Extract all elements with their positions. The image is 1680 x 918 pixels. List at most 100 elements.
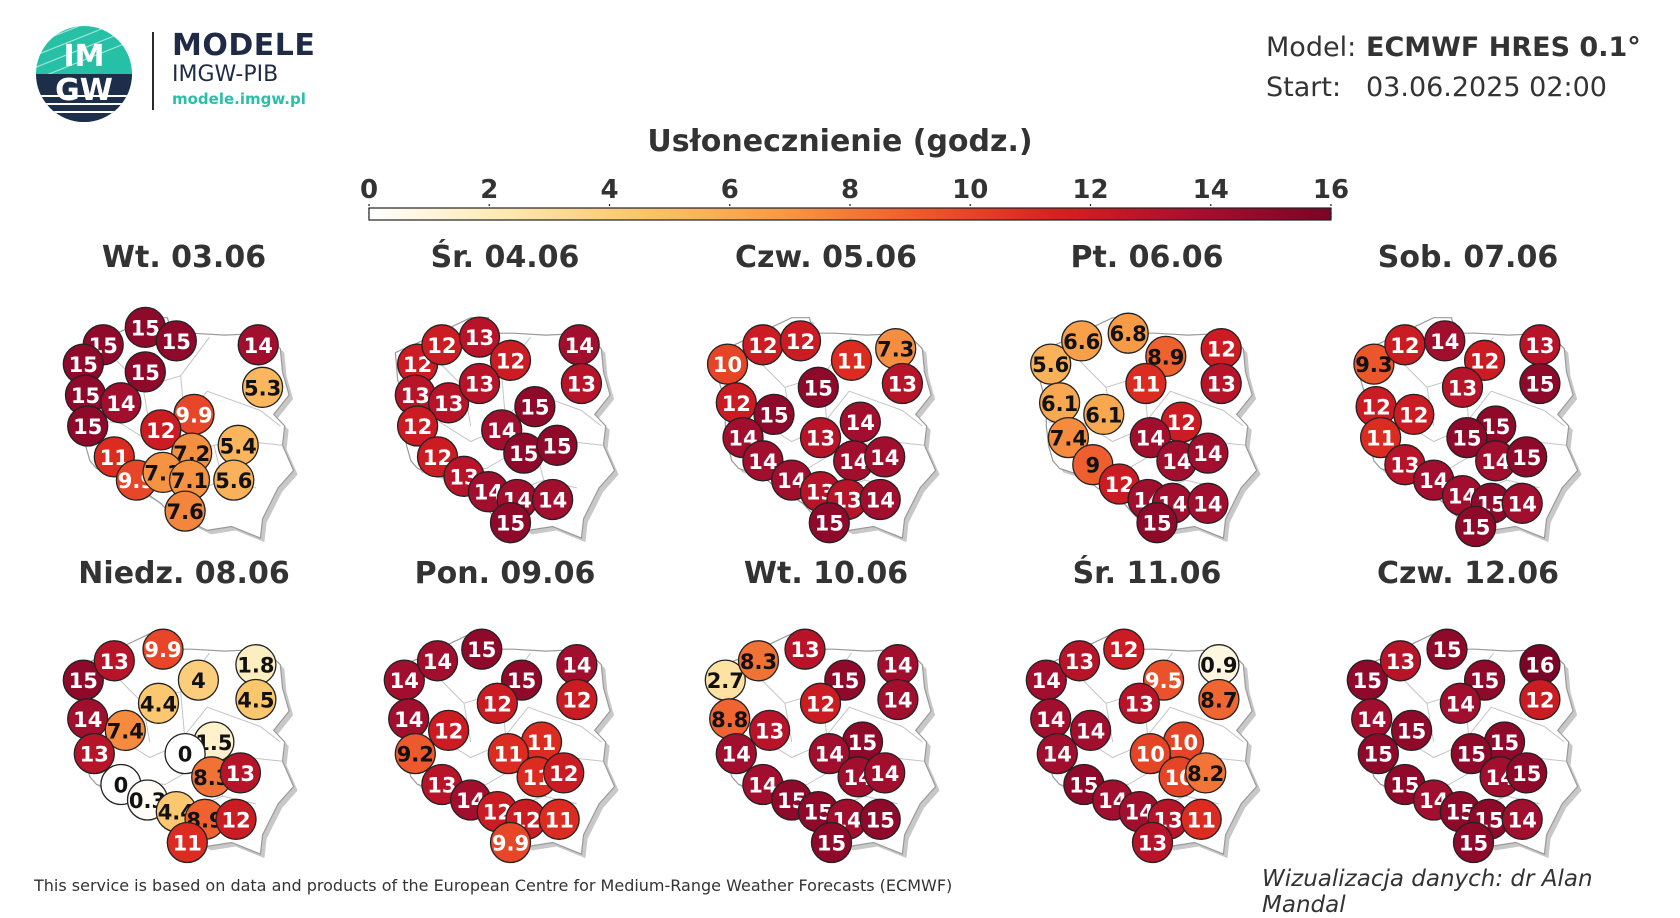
sunshine-marker: 15	[67, 405, 109, 447]
sunshine-marker-value: 15	[1142, 512, 1171, 536]
sunshine-marker-value: 15	[162, 330, 191, 354]
footer-attribution: This service is based on data and produc…	[34, 876, 953, 895]
brand-url[interactable]: modele.imgw.pl	[172, 90, 306, 108]
sunshine-marker-value: 12	[403, 415, 432, 439]
sunshine-marker-circle	[830, 339, 873, 381]
sunshine-marker-value: 15	[1461, 516, 1490, 540]
sunshine-marker: 13	[881, 362, 924, 405]
sunshine-marker-circle	[458, 316, 501, 358]
sunshine-marker: 12	[215, 798, 257, 840]
sunshine-marker-value: 14	[1036, 708, 1065, 732]
sunshine-marker: 13	[799, 416, 842, 459]
sunshine-marker: 4	[177, 659, 220, 701]
sunshine-marker-circle	[1187, 432, 1229, 474]
sunshine-marker-circle	[1424, 320, 1466, 362]
sunshine-marker: 14	[859, 478, 901, 521]
sunshine-marker-value: 15	[1459, 832, 1488, 856]
sunshine-marker: 11	[487, 732, 529, 775]
sunshine-marker-circle	[1107, 312, 1149, 354]
sunshine-marker-value: 15	[1452, 427, 1481, 451]
sunshine-marker: 8.2	[1185, 752, 1227, 794]
sunshine-marker-value: 6.8	[1110, 322, 1147, 346]
sunshine-marker-circle	[427, 709, 470, 752]
sunshine-marker-circle	[1357, 732, 1399, 775]
sunshine-marker-value: 12	[1525, 689, 1554, 713]
sunshine-marker-circle	[1441, 366, 1484, 408]
sunshine-marker-value: 14	[1357, 708, 1386, 732]
sunshine-marker-value: 12	[786, 330, 815, 354]
sunshine-marker-value: 0.9	[1200, 654, 1237, 678]
sunshine-marker-value: 14	[883, 654, 912, 678]
sunshine-marker-circle	[142, 628, 184, 670]
sunshine-marker-circle	[1118, 682, 1160, 724]
sunshine-marker-circle	[715, 732, 757, 775]
sunshine-marker: 8.8	[709, 698, 751, 740]
sunshine-marker: 5.6	[1030, 343, 1072, 385]
sunshine-marker-circle	[1446, 416, 1488, 459]
colorbar-tick-label: 10	[952, 175, 988, 205]
sunshine-marker-value: 12	[549, 762, 578, 786]
sunshine-marker-value: 14	[538, 489, 567, 513]
sunshine-marker-circle	[1519, 362, 1561, 405]
sunshine-marker-circle	[1136, 502, 1178, 544]
sunshine-marker: 12	[1355, 386, 1397, 428]
sunshine-marker-circle	[1129, 732, 1171, 775]
sunshine-marker: 15	[808, 502, 850, 544]
sunshine-marker-value: 5.3	[244, 376, 281, 400]
logo-text-top: IM	[63, 39, 104, 74]
sunshine-marker-circle	[514, 386, 556, 428]
sunshine-marker-circle	[155, 320, 197, 362]
sunshine-marker-circle	[797, 366, 839, 408]
sunshine-marker-value: 15	[520, 396, 549, 420]
sunshine-marker: 11	[830, 339, 873, 381]
sunshine-marker: 15	[1357, 732, 1399, 775]
sunshine-marker: 14	[877, 678, 919, 721]
sunshine-marker: 14	[864, 752, 906, 794]
sunshine-marker-circle	[213, 459, 255, 501]
sunshine-marker-circle	[536, 424, 578, 466]
sunshine-marker-value: 14	[73, 708, 102, 732]
sunshine-marker-value: 13	[1386, 650, 1415, 674]
sunshine-marker: 15	[810, 821, 853, 864]
sunshine-marker-circle	[489, 821, 532, 864]
sunshine-marker-circle	[237, 324, 279, 366]
sunshine-marker-value: 9.9	[144, 638, 181, 662]
sunshine-marker: 11	[1359, 416, 1402, 459]
sunshine-marker-circle	[1180, 798, 1222, 840]
sunshine-marker: 15	[1455, 505, 1497, 548]
sunshine-marker-value: 8.8	[711, 708, 748, 732]
sunshine-marker-value: 7.1	[171, 469, 208, 493]
sunshine-marker: 9.3	[1353, 343, 1395, 385]
sunshine-marker: 5.3	[241, 366, 284, 408]
sunshine-marker: 15	[62, 343, 104, 385]
sunshine-marker-value: 14	[839, 450, 868, 474]
sunshine-marker-value: 15	[1512, 446, 1541, 470]
sunshine-marker-circle	[1030, 343, 1072, 385]
sunshine-marker: 9.9	[142, 628, 184, 670]
sunshine-marker: 14	[416, 640, 459, 682]
model-value: ECMWF HRES 0.1°	[1366, 32, 1641, 63]
sunshine-marker-circle	[1061, 320, 1103, 362]
sunshine-marker-circle	[476, 682, 518, 724]
sunshine-marker: 12	[421, 324, 463, 366]
colorbar-tick-label: 8	[841, 175, 859, 205]
sunshine-marker: 5.4	[217, 424, 259, 466]
sunshine-marker-value: 15	[467, 638, 496, 662]
sunshine-marker: 12	[742, 324, 784, 366]
sunshine-marker-value: 13	[1125, 692, 1154, 716]
sunshine-marker-circle	[1129, 416, 1171, 459]
sunshine-marker-value: 15	[131, 316, 160, 340]
sunshine-marker: 4.5	[235, 678, 277, 721]
sunshine-marker-value: 14	[106, 392, 135, 416]
sunshine-marker-circle	[1501, 798, 1543, 840]
sunshine-marker: 12	[1200, 328, 1242, 370]
sunshine-marker-value: 5.6	[215, 469, 252, 493]
sunshine-marker-value: 12	[434, 719, 463, 743]
imgw-logo: IM GW	[36, 26, 132, 122]
sunshine-marker-circle	[235, 678, 277, 721]
sunshine-marker: 14	[388, 698, 430, 740]
sunshine-marker: 14	[383, 659, 425, 701]
sunshine-marker: 14	[1187, 432, 1229, 474]
